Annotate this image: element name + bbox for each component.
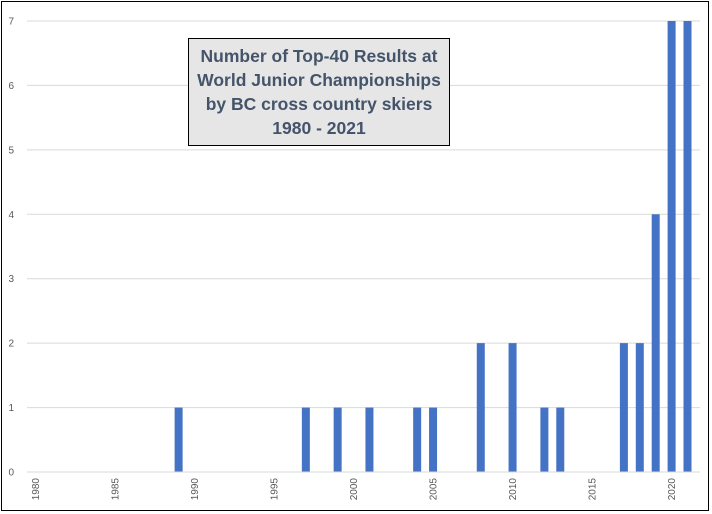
bar-2010 xyxy=(508,343,517,472)
bar-2013 xyxy=(556,407,565,472)
y-tick-label: 4 xyxy=(8,210,14,221)
x-tick-label: 1980 xyxy=(31,478,42,501)
y-tick-label: 1 xyxy=(8,403,14,414)
chart-title: Number of Top-40 Results at World Junior… xyxy=(188,38,450,146)
x-tick-label: 1990 xyxy=(190,478,201,501)
x-tick-label: 1995 xyxy=(270,478,281,501)
bar-2017 xyxy=(619,343,628,472)
bar-2001 xyxy=(365,407,374,472)
x-tick-label: 2000 xyxy=(349,478,360,501)
y-tick-label: 3 xyxy=(8,274,14,285)
chart-title-line-2: World Junior Championships xyxy=(197,70,441,90)
y-tick-label: 0 xyxy=(8,468,14,479)
bar-1997 xyxy=(301,407,310,472)
x-tick-label: 2020 xyxy=(667,478,678,501)
x-axis: 1980 1985 1990 1995 2000 2005 2010 2015 2020 xyxy=(27,471,700,501)
y-tick-label: 2 xyxy=(8,339,14,350)
y-tick-label: 6 xyxy=(8,81,14,92)
chart-title-line-4: 1980 - 2021 xyxy=(272,118,366,138)
bar-2008 xyxy=(476,343,485,472)
bar-2019 xyxy=(651,214,660,473)
bar-2004 xyxy=(413,407,422,472)
bar-1999 xyxy=(333,407,342,472)
bar-2005 xyxy=(429,407,438,472)
x-tick-label: 2010 xyxy=(508,478,519,501)
y-tick-label: 7 xyxy=(8,17,14,28)
chart-title-line-1: Number of Top-40 Results at xyxy=(200,46,438,66)
chart-title-line-3: by BC cross country skiers xyxy=(205,94,433,114)
bar-2012 xyxy=(540,407,549,472)
bar-2020 xyxy=(667,21,676,472)
bar-1989 xyxy=(174,407,183,472)
y-axis: 0 1 2 3 4 5 6 7 xyxy=(8,17,14,479)
x-tick-label: 2015 xyxy=(588,478,599,501)
y-tick-label: 5 xyxy=(8,145,14,156)
x-tick-label: 1985 xyxy=(111,478,122,501)
bar-2021 xyxy=(683,21,692,472)
bar-2018 xyxy=(635,343,644,472)
x-tick-label: 2005 xyxy=(429,478,440,501)
bars xyxy=(174,21,692,473)
